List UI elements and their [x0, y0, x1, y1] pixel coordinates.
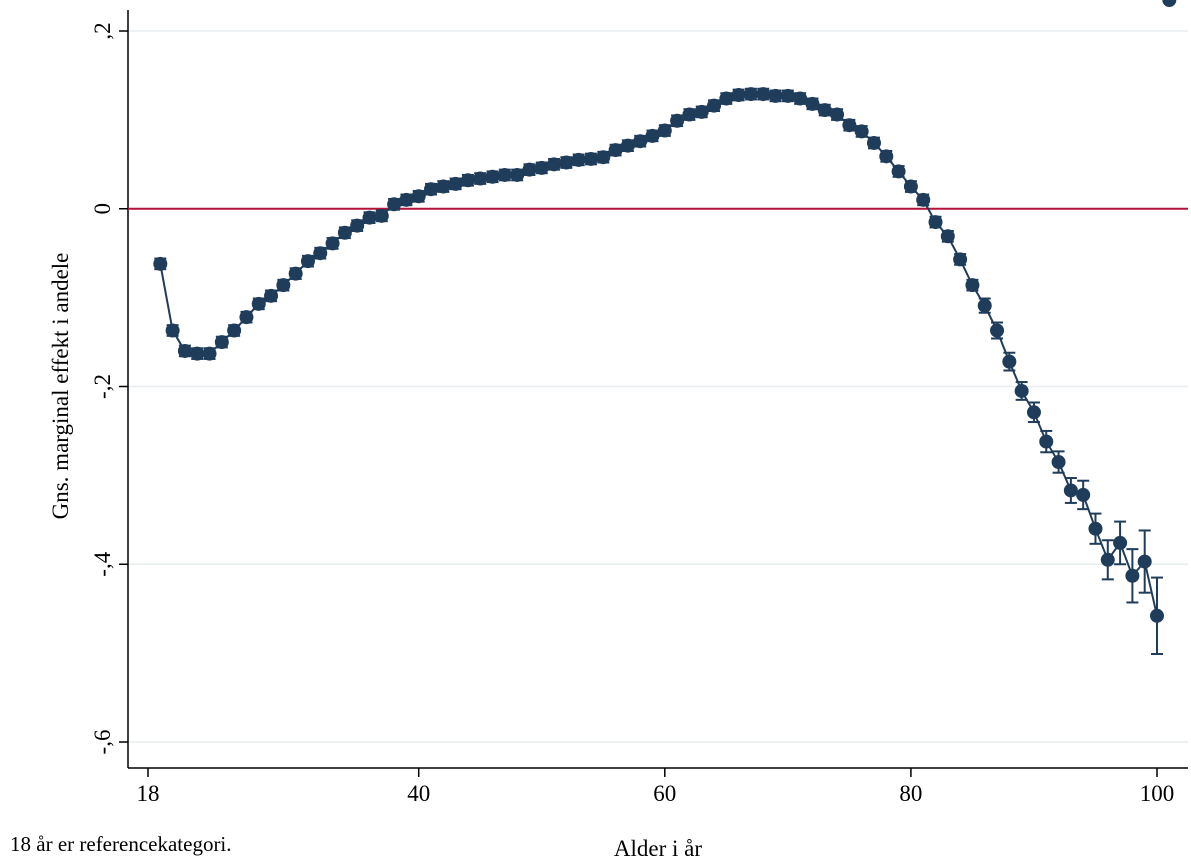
data-point	[374, 208, 389, 223]
data-point	[325, 236, 340, 251]
data-series	[153, 0, 1177, 656]
data-point	[350, 218, 365, 233]
data-point	[1150, 608, 1164, 623]
data-point	[522, 162, 537, 177]
data-point	[1014, 383, 1029, 398]
data-point	[830, 107, 845, 122]
x-tick-label: 18	[137, 781, 160, 806]
data-point	[1039, 434, 1054, 449]
data-point	[214, 335, 229, 350]
data-point	[670, 113, 685, 128]
data-point	[866, 135, 881, 150]
data-point	[448, 176, 463, 191]
data-point	[1088, 521, 1103, 536]
data-point	[313, 246, 328, 261]
data-point	[645, 128, 660, 143]
data-point	[891, 164, 906, 179]
data-point	[473, 171, 488, 186]
data-point	[177, 343, 192, 358]
data-point	[768, 88, 783, 103]
data-point	[165, 323, 180, 338]
data-point	[264, 288, 279, 303]
data-point	[460, 173, 475, 188]
data-point	[842, 118, 857, 133]
data-point	[300, 254, 315, 269]
data-point	[510, 167, 525, 182]
data-point	[953, 252, 968, 267]
data-point	[879, 149, 894, 164]
data-point	[1026, 405, 1041, 420]
data-point	[780, 88, 795, 103]
y-tick-label: -,6	[90, 730, 115, 755]
data-point	[854, 124, 869, 139]
data-point	[227, 323, 242, 338]
data-point	[682, 107, 697, 122]
data-point	[436, 179, 451, 194]
data-point	[202, 346, 217, 361]
data-point	[153, 256, 168, 271]
data-point	[805, 96, 820, 111]
data-point	[1137, 554, 1152, 569]
x-tick-label: 80	[899, 781, 922, 806]
data-point	[903, 179, 918, 194]
data-point	[694, 104, 709, 119]
data-point	[1113, 535, 1128, 550]
data-point	[276, 278, 291, 293]
y-axis-label: Gns. marginal effekt i andele	[48, 253, 73, 520]
data-point	[965, 278, 980, 293]
y-tick-label: -,2	[90, 374, 115, 399]
data-point	[251, 296, 266, 311]
data-point	[399, 192, 414, 207]
data-point	[362, 210, 377, 225]
x-axis-label: Alder i år	[614, 836, 702, 861]
data-point	[571, 152, 586, 167]
data-point	[411, 189, 426, 204]
data-point	[497, 167, 512, 182]
data-point	[1063, 483, 1078, 498]
data-point	[239, 310, 254, 325]
axes: ,2 0 -,2 -,4 -,6 18 40 60 80 100	[90, 10, 1188, 806]
data-point	[620, 138, 635, 153]
data-point	[424, 182, 439, 197]
data-point	[657, 123, 672, 138]
data-point	[583, 151, 598, 166]
data-point	[485, 169, 500, 184]
x-tick-label: 60	[653, 781, 676, 806]
data-point	[793, 91, 808, 106]
data-point	[1162, 0, 1177, 7]
data-point	[977, 298, 992, 313]
data-point	[1125, 568, 1140, 583]
data-point	[596, 150, 611, 165]
data-point	[731, 87, 746, 102]
data-point	[337, 225, 352, 240]
y-tick-label: ,2	[90, 22, 115, 39]
footnote: 18 år er referencekategori.	[10, 832, 232, 856]
data-point	[817, 103, 832, 118]
x-tick-label: 40	[407, 781, 430, 806]
data-point	[1002, 354, 1017, 369]
data-point	[387, 197, 402, 212]
data-point	[940, 229, 955, 244]
x-tick-label: 100	[1140, 781, 1175, 806]
data-point	[559, 155, 574, 170]
data-point	[743, 87, 758, 102]
y-tick-label: -,4	[90, 551, 115, 576]
data-point	[547, 157, 562, 172]
data-point	[707, 98, 722, 113]
data-point	[1076, 487, 1091, 502]
y-tick-label: 0	[90, 203, 115, 215]
data-point	[608, 143, 623, 158]
data-point	[534, 160, 549, 175]
data-point	[1051, 455, 1066, 470]
data-point	[719, 91, 734, 106]
data-point	[190, 346, 205, 361]
data-point	[916, 192, 931, 207]
data-point	[633, 134, 648, 149]
data-point	[990, 323, 1005, 338]
data-point	[1100, 552, 1115, 567]
data-point	[288, 266, 303, 281]
data-point	[756, 87, 771, 102]
data-point	[928, 215, 943, 230]
